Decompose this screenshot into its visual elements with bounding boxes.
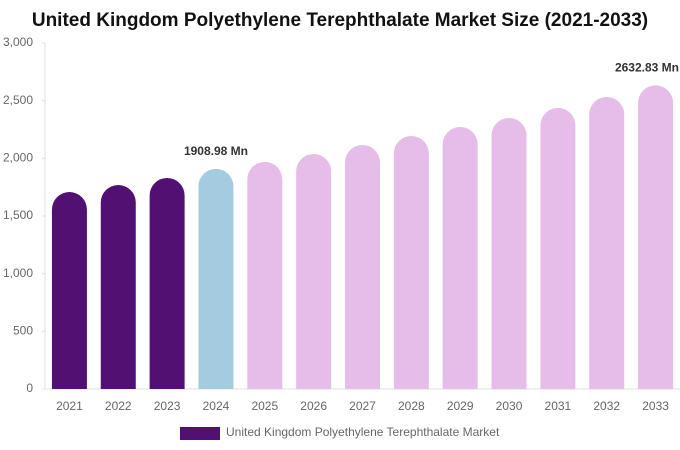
x-tick-label: 2021 (56, 399, 83, 413)
y-tick-label: 1,500 (3, 208, 33, 222)
x-tick-label: 2027 (349, 399, 376, 413)
bar (247, 161, 283, 389)
x-tick-label: 2030 (496, 399, 523, 413)
y-tick-label: 0 (26, 381, 33, 395)
bar (491, 117, 527, 389)
x-tick-label: 2024 (203, 399, 230, 413)
legend-swatch (180, 427, 220, 440)
x-tick-label: 2032 (593, 399, 620, 413)
bar (442, 126, 478, 389)
x-tick-label: 2033 (642, 399, 669, 413)
y-tick-label: 2,000 (3, 151, 33, 165)
y-tick-label: 3,000 (3, 35, 33, 49)
bar (345, 144, 380, 389)
bar (296, 153, 332, 389)
bar (540, 107, 576, 389)
value-label: 2632.83 Mn (615, 61, 679, 75)
bar (393, 135, 429, 389)
bar (638, 85, 674, 390)
value-label: 1908.98 Mn (184, 144, 248, 158)
chart-title: United Kingdom Polyethylene Terephthalat… (32, 10, 648, 31)
x-tick-label: 2028 (398, 399, 425, 413)
y-tick-label: 2,500 (3, 93, 33, 107)
x-tick-label: 2022 (105, 399, 132, 413)
bar (589, 96, 625, 389)
x-tick-label: 2026 (300, 399, 327, 413)
bar (100, 184, 136, 389)
y-tick-label: 1,000 (3, 266, 33, 280)
bar (198, 168, 234, 389)
x-tick-label: 2023 (154, 399, 181, 413)
legend-label: United Kingdom Polyethylene Terephthalat… (226, 425, 500, 439)
bar (51, 192, 87, 389)
x-tick-label: 2031 (545, 399, 572, 413)
y-tick-label: 500 (13, 324, 33, 338)
x-tick-label: 2029 (447, 399, 474, 413)
bar (149, 177, 185, 389)
x-tick-label: 2025 (251, 399, 278, 413)
